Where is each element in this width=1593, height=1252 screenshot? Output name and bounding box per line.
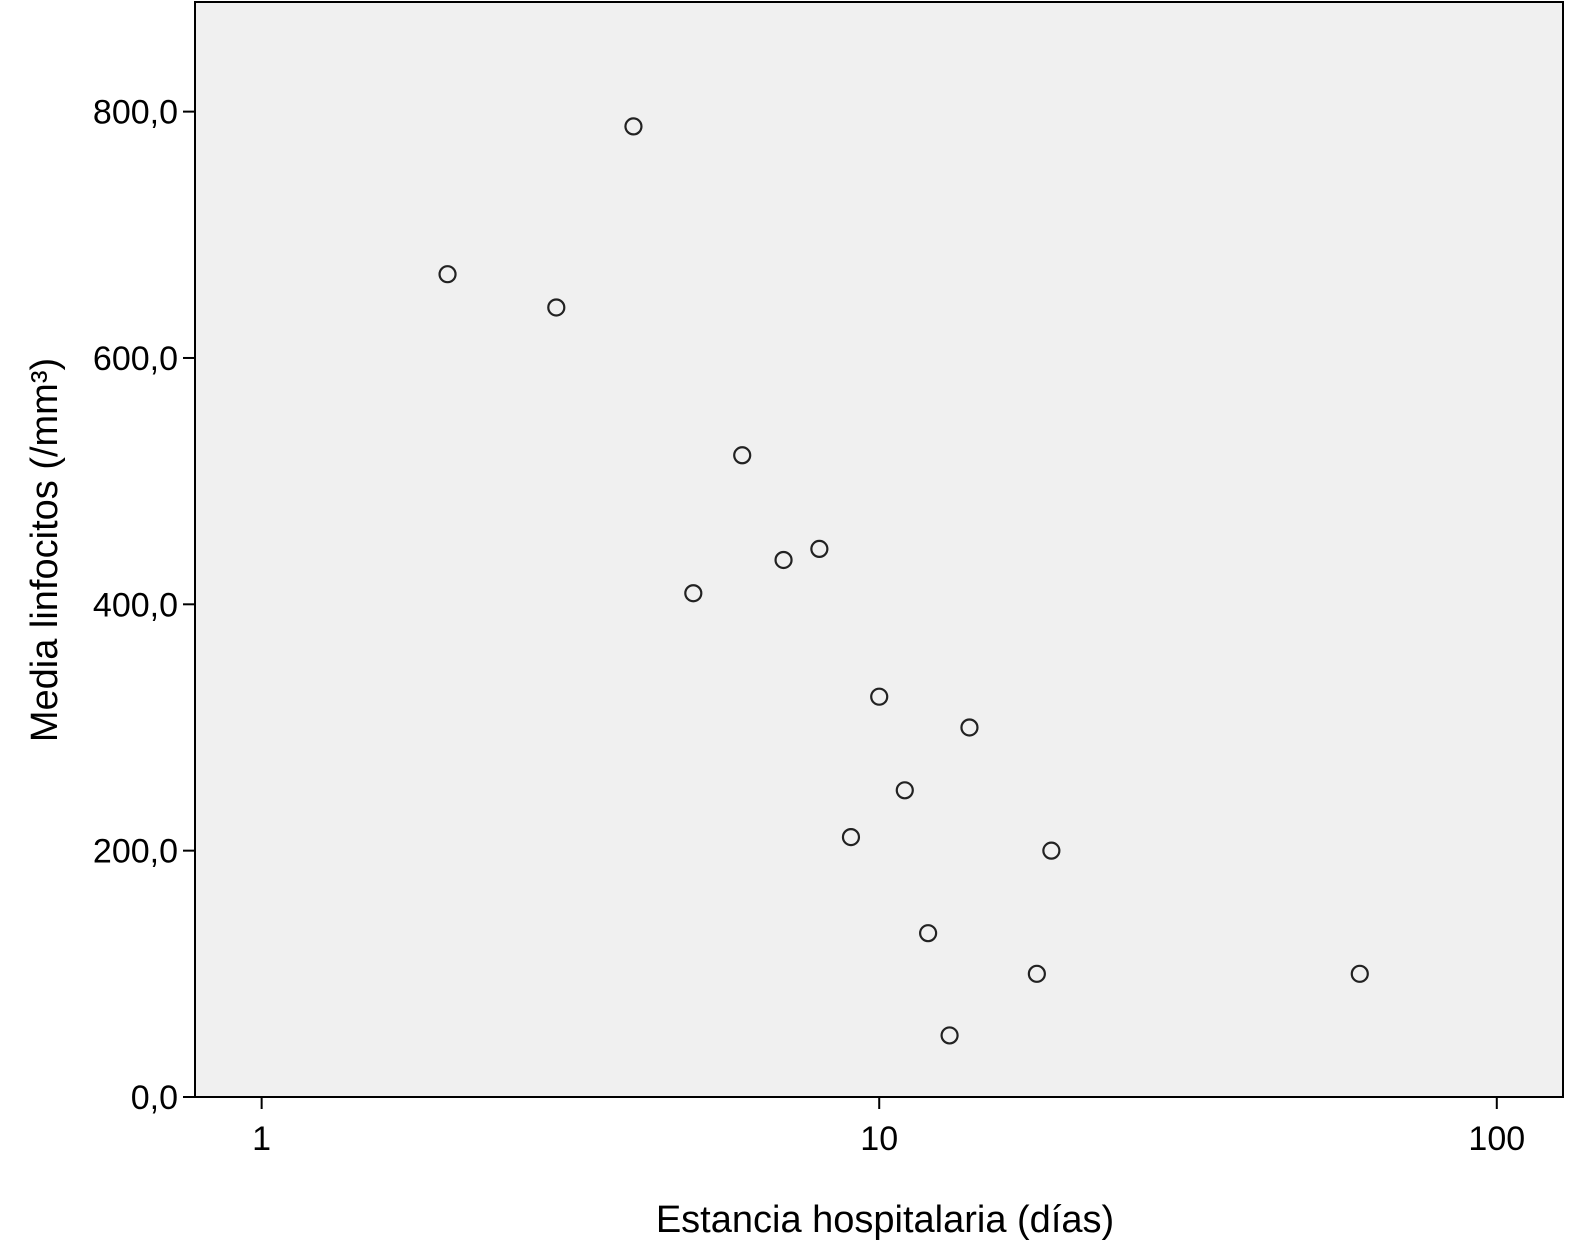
- data-point: [919, 924, 938, 943]
- data-point: [940, 1026, 959, 1045]
- x-axis: 1 10 100: [252, 1097, 1525, 1158]
- data-point: [624, 117, 643, 136]
- plot-area: [194, 1, 1564, 1098]
- x-tick-label: 100: [1468, 1120, 1525, 1158]
- data-point: [684, 584, 703, 603]
- data-point: [733, 446, 752, 465]
- y-axis-label: Media linfocitos (/mm³): [24, 358, 66, 742]
- x-axis-label: Estancia hospitalaria (días): [656, 1199, 1114, 1241]
- data-point: [1027, 964, 1046, 983]
- data-point: [960, 718, 979, 737]
- y-axis: 0,0 200,0 400,0 600,0 800,0: [93, 94, 195, 1117]
- data-point: [1350, 964, 1369, 983]
- data-points: [438, 117, 1369, 1045]
- y-tick-label: 600,0: [93, 340, 178, 378]
- data-point: [438, 265, 457, 284]
- x-tick-label: 1: [252, 1120, 271, 1158]
- data-point: [810, 539, 829, 558]
- y-tick-label: 400,0: [93, 586, 178, 624]
- data-point: [870, 687, 889, 706]
- y-tick-label: 0,0: [131, 1079, 178, 1117]
- data-point: [547, 298, 566, 317]
- x-tick-label: 10: [860, 1120, 898, 1158]
- data-point: [895, 781, 914, 800]
- y-tick-label: 800,0: [93, 94, 178, 132]
- data-point: [774, 550, 793, 570]
- data-point: [841, 828, 861, 847]
- data-point: [1042, 841, 1061, 860]
- y-tick-label: 200,0: [93, 833, 178, 871]
